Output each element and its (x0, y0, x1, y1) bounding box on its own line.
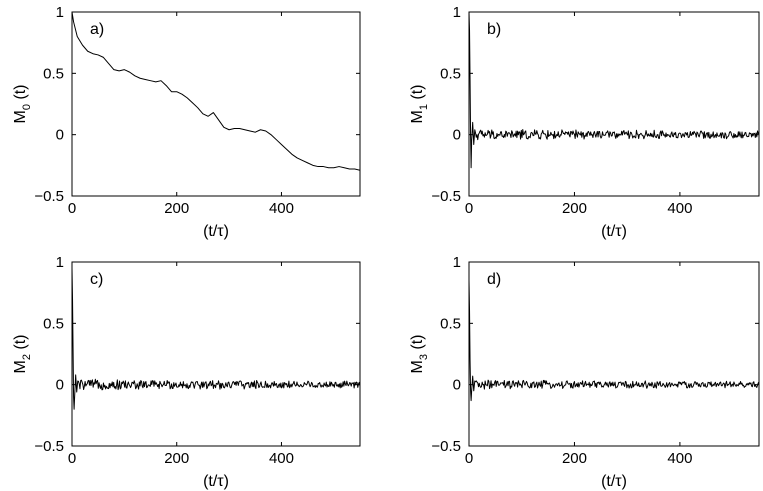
y-tick-label-d: 0 (453, 377, 461, 394)
panel-a: 0 200 400−0.500.51(t/τ)M0 (t)a) (12, 4, 361, 240)
x-tick-label-d: 400 (667, 450, 692, 467)
panel-label-d: d) (487, 271, 501, 288)
x-tick-label-a: 400 (269, 200, 294, 217)
y-axis-label-b: M1 (t) (409, 85, 430, 124)
panel-d: 0 200 400−0.500.51(t/τ)M3 (t)d) (409, 254, 760, 490)
y-tick-label-b: −0.5 (431, 188, 461, 205)
series-line-b (469, 12, 759, 169)
y-tick-label-c: 0.5 (43, 315, 64, 332)
x-axis-label-d: (t/τ) (601, 473, 627, 490)
x-axis-label-a: (t/τ) (203, 223, 229, 240)
x-tick-label-c: 0 (68, 450, 76, 467)
y-axis-label-a: M0 (t) (12, 85, 33, 124)
x-axis-label-b: (t/τ) (601, 223, 627, 240)
y-axis-label-c: M2 (t) (12, 335, 33, 374)
x-tick-label-d: 0 (465, 450, 473, 467)
panel-label-c: c) (90, 271, 103, 288)
panel-c: 0 200 400−0.500.51(t/τ)M2 (t)c) (12, 254, 361, 490)
y-tick-label-c: 1 (56, 254, 64, 271)
y-tick-label-c: 0 (56, 377, 64, 394)
y-tick-label-a: 0.5 (43, 65, 64, 82)
x-tick-label-d: 200 (562, 450, 587, 467)
y-tick-label-a: 0 (56, 127, 64, 144)
y-tick-label-d: 1 (453, 254, 461, 271)
series-line-c (72, 268, 360, 410)
axes-frame-b (468, 11, 760, 197)
x-tick-label-c: 200 (164, 450, 189, 467)
axes-frame-a (71, 11, 361, 197)
y-tick-label-a: −0.5 (34, 188, 64, 205)
x-tick-label-a: 200 (164, 200, 189, 217)
series-line-d (469, 280, 759, 402)
axes-frame-c (71, 261, 361, 447)
x-tick-label-c: 400 (269, 450, 294, 467)
panel-b: 0 200 400−0.500.51(t/τ)M1 (t)b) (409, 4, 760, 240)
x-axis-label-c: (t/τ) (203, 473, 229, 490)
x-tick-label-b: 0 (465, 200, 473, 217)
y-tick-label-d: 0.5 (440, 315, 461, 332)
panel-label-a: a) (90, 21, 104, 38)
y-tick-label-a: 1 (56, 4, 64, 21)
panel-label-b: b) (487, 21, 501, 38)
x-tick-label-b: 400 (667, 200, 692, 217)
y-tick-label-b: 1 (453, 4, 461, 21)
y-tick-label-b: 0.5 (440, 65, 461, 82)
x-tick-label-b: 200 (562, 200, 587, 217)
x-tick-label-a: 0 (68, 200, 76, 217)
y-tick-label-d: −0.5 (431, 438, 461, 455)
y-axis-label-d: M3 (t) (409, 335, 430, 374)
y-tick-label-b: 0 (453, 127, 461, 144)
series-line-a (72, 12, 360, 171)
y-tick-label-c: −0.5 (34, 438, 64, 455)
axes-frame-d (468, 261, 760, 447)
